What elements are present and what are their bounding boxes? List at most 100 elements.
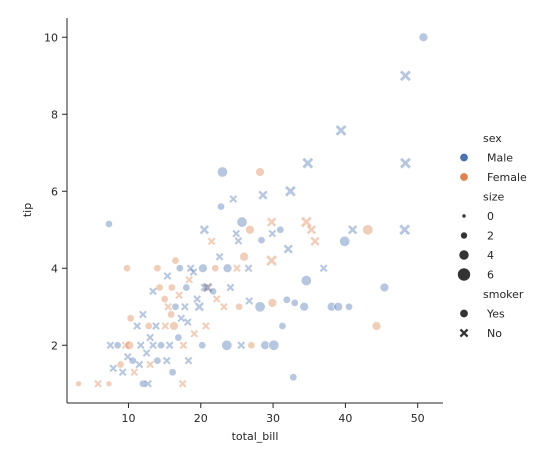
data-point — [109, 364, 118, 373]
data-point — [136, 341, 145, 350]
data-point — [133, 322, 142, 330]
data-point — [266, 217, 277, 227]
x-tick-label: 30 — [266, 412, 280, 425]
data-point — [179, 341, 188, 350]
data-point — [232, 229, 241, 238]
data-point — [199, 225, 210, 235]
data-point — [257, 236, 266, 245]
data-point — [165, 341, 174, 350]
data-point — [226, 283, 235, 292]
data-point — [282, 295, 291, 304]
data-point — [245, 297, 254, 305]
data-point — [193, 295, 202, 303]
data-point — [121, 341, 130, 350]
data-point — [175, 291, 183, 300]
x-tick-label: 40 — [338, 412, 352, 425]
data-point — [186, 264, 195, 273]
data-point — [104, 219, 113, 228]
legend-size-marker — [458, 249, 470, 261]
y-tick-label: 4 — [51, 262, 58, 275]
data-point — [164, 302, 173, 311]
data-point — [399, 224, 411, 236]
plot-area: 10 20 30 40 50 2 4 6 8 10 — [44, 18, 443, 425]
data-point — [302, 157, 314, 169]
legend-style-marker-circle — [459, 308, 469, 318]
data-point — [130, 368, 139, 377]
data-point — [247, 341, 256, 350]
data-point — [347, 225, 358, 235]
data-point — [310, 236, 320, 246]
data-point — [105, 380, 113, 387]
data-point — [399, 157, 411, 169]
data-point — [178, 379, 187, 388]
data-point — [258, 190, 268, 200]
data-point — [113, 341, 122, 350]
data-point — [160, 295, 169, 304]
data-point — [146, 360, 155, 369]
data-point — [180, 302, 189, 311]
data-point — [142, 349, 151, 357]
data-point — [202, 282, 212, 293]
y-tick-label: 10 — [44, 31, 58, 44]
data-point — [162, 356, 171, 365]
legend-entry-label: Female — [487, 171, 527, 184]
legend-entry-label: 0 — [487, 210, 494, 223]
data-point — [319, 264, 328, 273]
legend-size-marker — [461, 213, 467, 219]
data-point — [198, 341, 207, 350]
data-point — [169, 321, 179, 331]
y-tick-label: 2 — [51, 339, 58, 352]
legend-entry-label: 6 — [487, 269, 494, 282]
data-point — [123, 264, 132, 273]
data-point — [149, 287, 157, 296]
data-point — [339, 235, 351, 247]
data-point — [94, 379, 102, 388]
data-point — [255, 167, 265, 177]
data-point — [299, 301, 309, 312]
x-tick-label: 10 — [121, 412, 135, 425]
data-point — [306, 225, 317, 235]
data-point — [276, 225, 285, 234]
legend-title: sex — [483, 132, 502, 145]
x-axis-label: total_bill — [232, 430, 279, 443]
data-point — [335, 124, 347, 136]
data-point — [222, 263, 233, 273]
data-point — [171, 256, 180, 265]
legend-size-marker — [460, 231, 468, 240]
data-point — [161, 322, 170, 330]
data-point — [168, 368, 177, 377]
data-point — [190, 329, 199, 338]
legend-entry-label: Yes — [486, 308, 505, 321]
data-point — [167, 310, 176, 319]
data-point — [163, 272, 172, 280]
data-point — [260, 340, 270, 350]
legend-entry-label: No — [487, 327, 502, 340]
data-point — [135, 360, 144, 369]
data-point — [138, 379, 147, 388]
data-point — [399, 70, 411, 82]
data-point — [333, 301, 343, 312]
data-point — [221, 339, 233, 351]
data-point — [234, 237, 243, 245]
data-point — [153, 264, 162, 273]
data-point — [216, 166, 228, 178]
points-layer — [75, 32, 429, 388]
data-point — [371, 321, 382, 331]
data-point — [106, 341, 115, 350]
data-point — [267, 298, 278, 308]
data-point — [153, 356, 162, 365]
data-point — [266, 255, 278, 266]
data-point — [289, 373, 298, 382]
data-point — [209, 287, 218, 296]
data-point — [207, 237, 216, 246]
data-point — [217, 202, 226, 211]
y-axis-label: tip — [21, 203, 34, 217]
data-point — [268, 229, 277, 238]
x-ticks: 10 20 30 40 50 — [121, 403, 425, 425]
x-tick-label: 50 — [411, 412, 425, 425]
legend-swatch-male — [459, 153, 469, 163]
data-point — [75, 380, 82, 387]
data-point — [284, 185, 296, 197]
data-point — [239, 251, 249, 262]
y-tick-label: 6 — [51, 185, 58, 198]
